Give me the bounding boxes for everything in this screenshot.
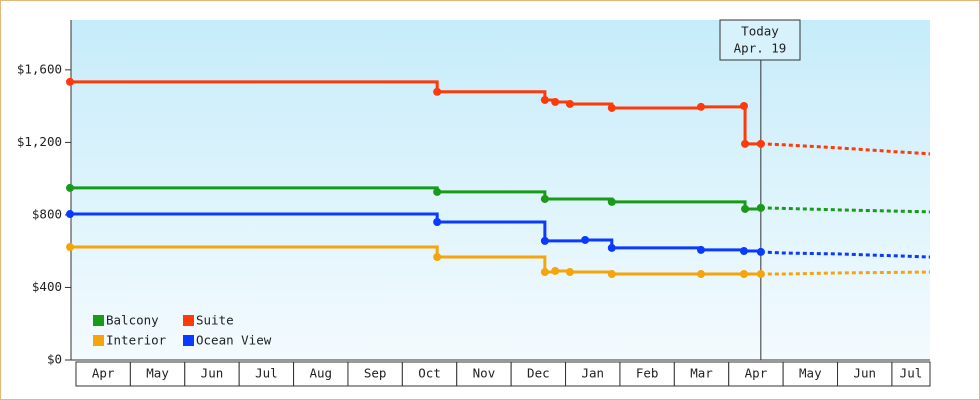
point bbox=[741, 204, 750, 213]
point bbox=[433, 253, 442, 262]
x-tick-box bbox=[891, 361, 931, 387]
x-tick-label: Jul bbox=[900, 366, 923, 381]
legend-label: Ocean View bbox=[196, 333, 272, 348]
today-label: Today bbox=[741, 24, 779, 39]
x-tick-label: Dec bbox=[527, 366, 550, 381]
x-tick-box bbox=[782, 361, 839, 387]
legend-swatch bbox=[93, 315, 104, 326]
point bbox=[607, 243, 616, 252]
x-tick-label: Feb bbox=[636, 366, 659, 381]
x-tick-label: Nov bbox=[473, 366, 496, 381]
legend-label: Balcony bbox=[106, 313, 159, 328]
x-tick-box bbox=[837, 361, 893, 387]
x-tick-label: Sep bbox=[364, 366, 387, 381]
point bbox=[551, 266, 560, 275]
step-line bbox=[70, 245, 761, 276]
point bbox=[696, 270, 705, 279]
x-tick-box bbox=[673, 361, 730, 387]
x-tick-label: Jun bbox=[201, 366, 224, 381]
point bbox=[756, 270, 765, 279]
y-tick-label: $0 bbox=[47, 352, 62, 367]
forecast-line bbox=[760, 142, 931, 156]
point bbox=[66, 77, 74, 86]
x-tick-box bbox=[129, 361, 186, 387]
x-tick-box bbox=[347, 361, 403, 387]
y-tick-label: $1,200 bbox=[17, 134, 62, 149]
x-tick-label: Apr bbox=[745, 366, 768, 381]
point bbox=[551, 97, 560, 106]
point bbox=[433, 87, 442, 96]
point bbox=[540, 236, 549, 245]
point bbox=[66, 183, 74, 192]
point bbox=[756, 203, 765, 212]
legend-swatch bbox=[93, 335, 104, 346]
point bbox=[739, 247, 748, 256]
x-tick-label: Mar bbox=[690, 366, 713, 381]
x-tick-box bbox=[456, 361, 512, 387]
point bbox=[741, 139, 750, 148]
point bbox=[540, 268, 549, 277]
forecast-line bbox=[760, 250, 931, 259]
point bbox=[696, 245, 705, 254]
x-tick-label: Jun bbox=[853, 366, 876, 381]
x-tick-label: Oct bbox=[418, 366, 441, 381]
point bbox=[540, 194, 549, 203]
plot-area bbox=[71, 20, 930, 360]
legend-label: Interior bbox=[106, 333, 167, 348]
point bbox=[581, 235, 590, 244]
point bbox=[66, 210, 74, 219]
point bbox=[565, 268, 574, 277]
x-tick-label: May bbox=[146, 366, 169, 381]
point bbox=[739, 270, 748, 279]
today-box bbox=[719, 19, 801, 61]
point bbox=[607, 103, 616, 112]
legend-swatch bbox=[183, 315, 194, 326]
point bbox=[66, 243, 74, 252]
point bbox=[540, 95, 549, 104]
x-tick-box bbox=[238, 361, 295, 387]
y-tick-label: $1,600 bbox=[17, 61, 62, 76]
point bbox=[607, 197, 616, 206]
point bbox=[565, 99, 574, 108]
forecast-line bbox=[760, 206, 931, 214]
x-tick-label: Jul bbox=[255, 366, 278, 381]
today-label: Apr. 19 bbox=[734, 41, 787, 56]
y-tick-label: $400 bbox=[32, 279, 62, 294]
point bbox=[696, 102, 705, 111]
point bbox=[433, 187, 442, 196]
point bbox=[607, 270, 616, 279]
point bbox=[433, 218, 442, 227]
x-tick-box bbox=[565, 361, 621, 387]
x-tick-label: Apr bbox=[92, 366, 115, 381]
legend-label: Suite bbox=[196, 313, 234, 328]
point bbox=[739, 101, 748, 110]
forecast-line bbox=[760, 270, 931, 276]
legend-swatch bbox=[183, 335, 194, 346]
point bbox=[756, 139, 765, 148]
y-tick-label: $800 bbox=[32, 206, 62, 221]
x-tick-label: May bbox=[799, 366, 822, 381]
x-tick-label: Jan bbox=[581, 366, 604, 381]
x-tick-label: Aug bbox=[309, 366, 332, 381]
point bbox=[756, 247, 765, 256]
